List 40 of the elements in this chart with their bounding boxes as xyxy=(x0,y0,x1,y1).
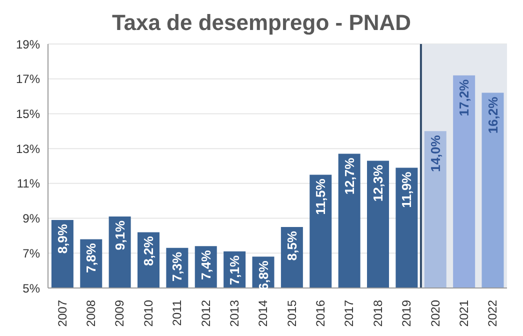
x-tick-label: 2008 xyxy=(84,300,98,327)
x-tick-label: 2010 xyxy=(141,300,156,327)
x-tick-label: 2017 xyxy=(342,300,356,327)
y-tick-label: 5% xyxy=(22,281,40,296)
data-label: 7,8% xyxy=(84,242,99,273)
y-tick-label: 13% xyxy=(16,142,40,156)
data-label: 16,2% xyxy=(485,96,500,134)
data-label: 8,9% xyxy=(54,224,70,254)
y-tick-label: 7% xyxy=(22,246,40,260)
x-tick-label: 2012 xyxy=(198,300,213,327)
chart-title: Taxa de desemprego - PNAD xyxy=(110,9,412,37)
y-tick-label: 17% xyxy=(16,72,40,86)
data-label: 7,1% xyxy=(227,254,242,286)
data-label: 7,3% xyxy=(170,251,185,282)
y-tick-label: 19% xyxy=(16,37,40,52)
data-label: 8,5% xyxy=(284,230,300,261)
x-tick-label: 2020 xyxy=(428,300,442,327)
data-label: 14,0% xyxy=(428,134,443,172)
y-tick-label: 11% xyxy=(16,176,40,191)
x-tick-label: 2014 xyxy=(256,300,270,327)
data-label: 8,2% xyxy=(141,236,156,266)
x-tick-label: 2011 xyxy=(170,300,184,326)
x-tick-label: 2007 xyxy=(55,300,70,327)
x-tick-label: 2022 xyxy=(486,300,500,327)
x-tick-label: 2019 xyxy=(400,300,414,327)
y-tick-label: 15% xyxy=(16,106,40,121)
x-tick-label: 2018 xyxy=(370,300,385,327)
data-label: 9,1% xyxy=(112,220,128,250)
data-label: 12,3% xyxy=(370,164,386,202)
data-label: 11,5% xyxy=(313,178,328,215)
x-tick-label: 2016 xyxy=(314,300,328,327)
y-tick-label: 9% xyxy=(22,212,40,226)
data-label: 11,9% xyxy=(399,171,414,208)
x-tick-label: 2013 xyxy=(227,300,242,327)
data-label: 12,7% xyxy=(342,157,357,195)
x-tick-label: 2009 xyxy=(112,300,127,327)
data-label: 7,4% xyxy=(198,250,214,280)
x-tick-label: 2021 xyxy=(456,300,471,327)
x-tick-label: 2015 xyxy=(284,300,299,327)
data-label: 17,2% xyxy=(456,78,472,116)
